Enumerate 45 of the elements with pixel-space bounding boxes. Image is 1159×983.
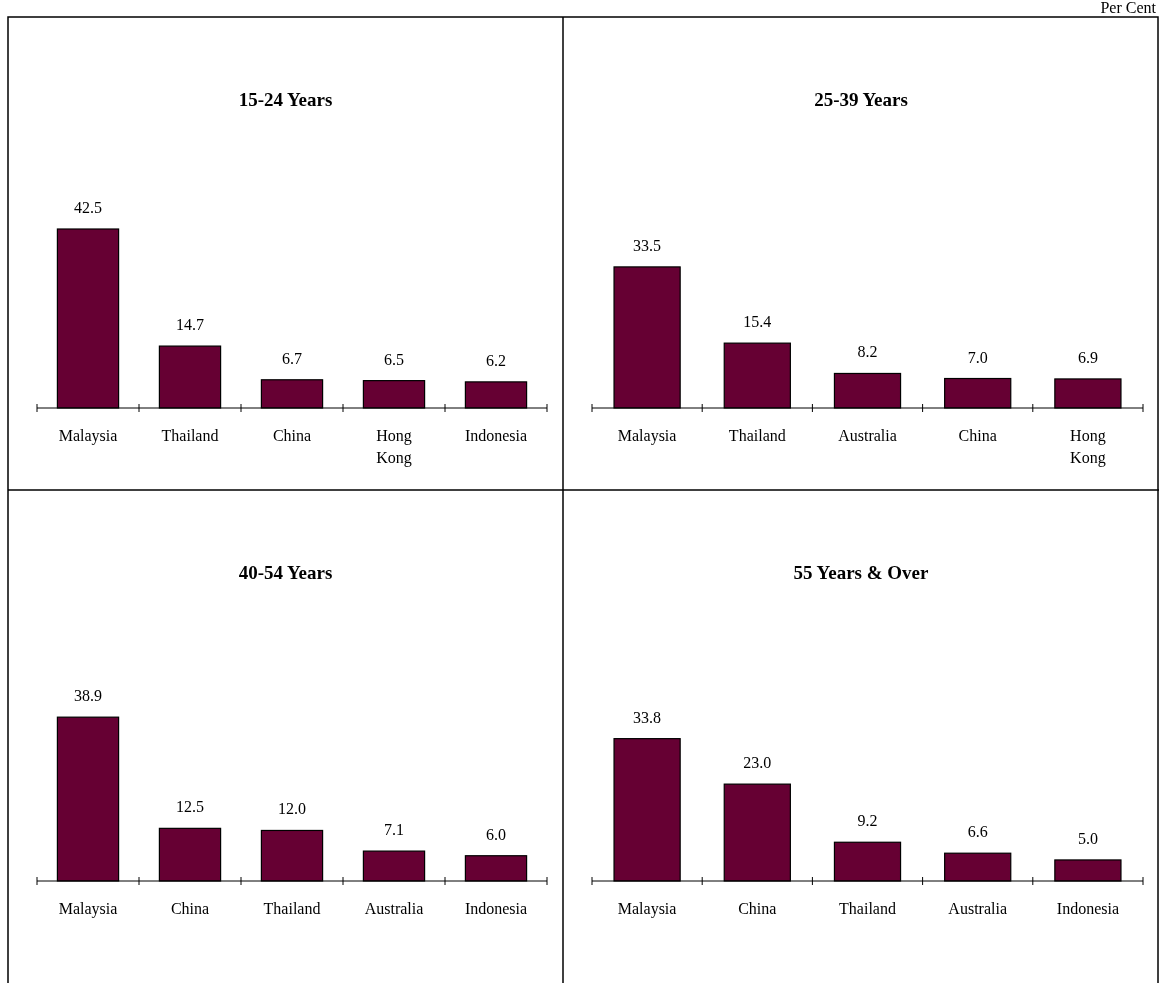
data-label: 12.5 <box>176 798 204 816</box>
data-label: 6.7 <box>282 349 302 367</box>
x-tick-label: Malaysia <box>617 900 677 918</box>
x-tick-label: Malaysia <box>58 427 118 445</box>
x-tick-label: Malaysia <box>58 900 118 918</box>
x-tick-label: Hong Kong <box>1070 427 1106 467</box>
data-label: 7.0 <box>967 348 988 366</box>
data-label: 6.5 <box>384 350 404 368</box>
chart-title: 25-39 Years <box>814 89 908 110</box>
data-label: 6.6 <box>967 823 988 841</box>
data-label: 9.2 <box>857 812 878 830</box>
x-tick-label: Indonesia <box>1056 900 1119 917</box>
x-tick-label: China <box>958 427 997 444</box>
chart-title: 40-54 Years <box>238 562 333 583</box>
data-label: 6.2 <box>486 351 506 369</box>
data-label: 38.9 <box>74 687 102 705</box>
x-tick-label: Malaysia <box>617 427 677 445</box>
text: Per Cent <box>1100 0 1157 16</box>
data-label: 5.0 <box>1077 829 1098 847</box>
data-label: 6.9 <box>1077 348 1098 366</box>
data-label: 12.0 <box>278 800 306 818</box>
x-tick-label: Australia <box>364 900 424 917</box>
x-tick-label: China <box>738 900 777 917</box>
x-tick-label: Hong Kong <box>376 427 412 467</box>
data-label: 8.2 <box>857 343 878 361</box>
x-tick-label: China <box>272 427 312 444</box>
x-tick-label: Indonesia <box>464 427 528 444</box>
x-tick-label: Thailand <box>728 427 786 444</box>
data-label: 6.0 <box>486 825 506 843</box>
x-tick-label: Australia <box>948 900 1008 917</box>
x-tick-label: Thailand <box>161 427 219 444</box>
data-label: 14.7 <box>176 316 204 334</box>
data-label: 15.4 <box>743 313 772 331</box>
x-tick-label: Australia <box>838 427 897 444</box>
data-label: 33.5 <box>633 236 662 254</box>
x-tick-label: Thailand <box>839 900 896 917</box>
data-label: 33.8 <box>633 708 662 726</box>
x-tick-label: Indonesia <box>464 900 528 917</box>
chart-title: 15-24 Years <box>238 89 333 110</box>
data-label: 42.5 <box>74 199 102 216</box>
x-tick-label: Thailand <box>263 900 321 917</box>
chart-title: 55 Years & Over <box>793 562 930 583</box>
data-label: 23.0 <box>743 754 772 772</box>
data-label: 7.1 <box>384 821 404 839</box>
x-tick-label: China <box>170 900 210 917</box>
